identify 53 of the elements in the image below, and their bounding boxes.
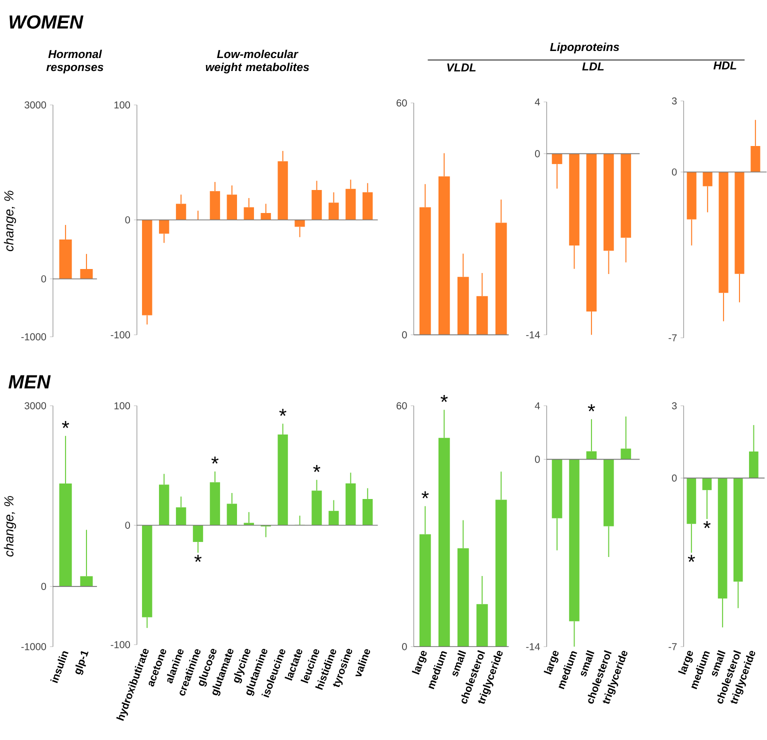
y-tick-label: -1000 xyxy=(21,643,46,650)
y-tick-label: 0 xyxy=(402,331,407,339)
annotation: * xyxy=(62,421,70,428)
text: MEN xyxy=(8,375,51,389)
y-tick-label: 0 xyxy=(672,474,677,482)
text: * xyxy=(440,395,448,402)
chart-title: HDL xyxy=(714,62,736,70)
y-tick-label: -14 xyxy=(526,332,540,338)
x-tick-label: large xyxy=(544,651,559,675)
y-tick-label: 3 xyxy=(672,402,677,410)
y-tick-label: 0 xyxy=(402,643,407,650)
text: Lipoproteins xyxy=(550,42,620,54)
y-tick-label: 0 xyxy=(535,456,540,464)
y-tick-label: 100 xyxy=(114,402,130,410)
annotation: * xyxy=(194,555,202,562)
y-tick-label: 60 xyxy=(396,100,407,107)
y-tick-label: -14 xyxy=(526,643,540,650)
y-axis-title: change, % xyxy=(4,496,16,557)
chart-title: Hormonal responses xyxy=(46,50,104,74)
y-tick-label: 0 xyxy=(672,168,677,176)
annotation: * xyxy=(211,456,219,464)
y-tick-label: -7 xyxy=(668,334,677,342)
x-tick-label: large xyxy=(412,651,427,675)
y-axis-title: change, % xyxy=(4,190,16,252)
y-tick-label: -7 xyxy=(668,643,677,650)
x-tick-label: valine xyxy=(355,649,370,676)
chart-title: VLDL xyxy=(447,64,476,72)
y-tick-label: 3000 xyxy=(24,402,46,410)
annotation: * xyxy=(279,409,286,416)
x-tick-label: glp-1 xyxy=(75,651,88,676)
annotation: * xyxy=(703,521,711,528)
annotation: * xyxy=(588,404,596,412)
y-tick-label: -100 xyxy=(110,331,130,339)
x-tick-label: large xyxy=(678,651,693,675)
y-tick-label: 3000 xyxy=(24,102,46,109)
y-tick-label: -100 xyxy=(110,641,130,648)
y-tick-label: -1000 xyxy=(21,333,46,341)
y-tick-label: 4 xyxy=(534,98,540,106)
y-tick-label: 3 xyxy=(672,98,677,105)
y-tick-label: 0 xyxy=(41,583,46,590)
y-tick-label: 100 xyxy=(114,102,130,109)
annotation: * xyxy=(422,491,429,498)
y-tick-label: 60 xyxy=(396,402,407,410)
y-tick-label: 0 xyxy=(41,276,46,283)
y-tick-label: 4 xyxy=(534,402,540,410)
chart-title: LDL xyxy=(582,62,604,71)
y-tick-label: 0 xyxy=(535,150,540,158)
annotation: * xyxy=(313,465,320,472)
chart-title: Low-molecular weight metabolites xyxy=(206,50,310,74)
y-tick-label: 0 xyxy=(125,522,130,529)
annotation: * xyxy=(688,555,695,562)
text: WOMEN xyxy=(10,15,84,29)
y-tick-label: 0 xyxy=(125,216,130,224)
